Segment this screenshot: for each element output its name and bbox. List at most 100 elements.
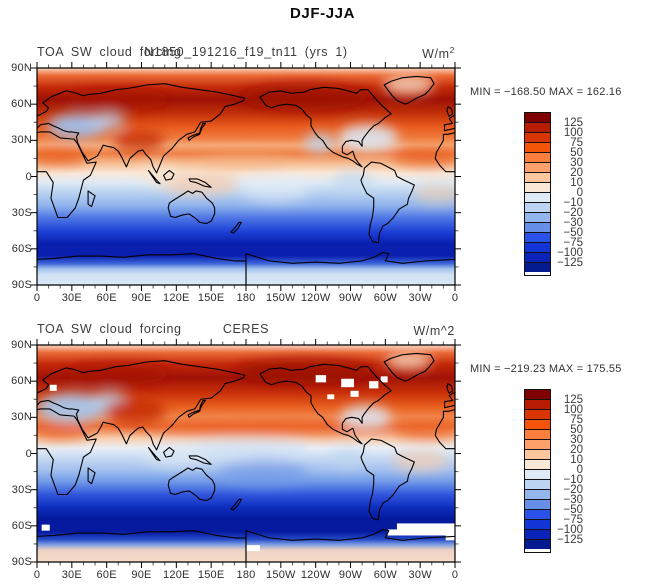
panel-units-label: W/m2: [422, 45, 455, 61]
colorbar-tick-label: 20: [570, 167, 583, 179]
colorbar-tick-label: 30: [570, 157, 583, 169]
colorbar-cell: [525, 193, 550, 203]
colorbar-tick-label: 75: [570, 414, 583, 426]
y-axis-label: 30N: [11, 134, 32, 147]
x-axis-label: 150W: [266, 292, 296, 304]
colorbar-tick-label: 125: [563, 117, 583, 129]
colorbar-cell: [525, 253, 550, 263]
colorbar-tick-label: 100: [563, 404, 583, 416]
panel-units-label: W/m^2: [413, 322, 455, 338]
colorbar-cell: [525, 173, 550, 183]
colorbar-cell: [525, 450, 550, 460]
x-axis-label: 30W: [408, 292, 432, 304]
y-axis-labels: 90N 60N 30N 0 30S 60S 90S: [4, 62, 32, 291]
x-axis-label: 90E: [131, 569, 152, 581]
colorbar-tick-label: −30: [563, 494, 583, 506]
colorbar-cell: [525, 183, 550, 193]
x-axis-label: 120W: [300, 569, 331, 581]
field-anomaly-blobs: [37, 75, 456, 204]
x-axis-label: 180: [236, 569, 256, 581]
x-axis-label: 60E: [96, 569, 117, 581]
x-axis-label: 150E: [197, 292, 225, 304]
map-plot-ceres: [37, 345, 455, 562]
colorbar-cell: [525, 470, 550, 480]
colorbar-cell: [525, 530, 550, 540]
x-axis-label: 120W: [300, 292, 331, 304]
x-axis-labels: 0 30E 60E 90E 120E 150E 180 150W 120W 90W 60W 30W 0: [34, 292, 458, 305]
missing-data-patch: [445, 535, 455, 541]
x-axis-label: 60W: [373, 292, 397, 304]
colorbar-cell: [525, 520, 550, 530]
world-map-svg: [37, 68, 455, 285]
colorbar-tick-label: −10: [563, 474, 583, 486]
panel-title-center: N1850_191216_f19_tn11 (yrs 1): [144, 45, 348, 59]
colorbar-cell: [525, 213, 550, 223]
page-title: DJF-JJA: [289, 5, 356, 22]
y-axis-label: 60S: [11, 519, 32, 532]
colorbar-cell: [525, 500, 550, 510]
colorbar-tick-label: 0: [576, 464, 583, 476]
colorbar-tick-label: −75: [563, 514, 583, 526]
y-axis-label: 60N: [11, 375, 32, 388]
x-axis-label: 60E: [96, 292, 117, 304]
colorbar: [524, 389, 551, 553]
colorbar-tick-label: 100: [563, 127, 583, 139]
colorbar-tick-label: −125: [557, 257, 583, 269]
missing-data-patch: [341, 378, 354, 388]
colorbar-cell: [525, 480, 550, 490]
panel-ceres: TOA SW cloud forcing CERES W/m^2 90N 60N 3…: [0, 317, 645, 586]
y-axis-label: 30S: [11, 206, 32, 219]
x-axis-label: 90E: [131, 292, 152, 304]
colorbar-tick-label: −100: [557, 247, 583, 259]
y-axis-label: 90S: [11, 279, 32, 291]
colorbar-cell: [525, 460, 550, 470]
colorbar-tick-label: −50: [563, 504, 583, 516]
colorbar-tick-label: 10: [570, 454, 583, 466]
x-axis-label: 150E: [197, 569, 225, 581]
x-axis-label: 90W: [338, 569, 363, 581]
x-axis-label: 150W: [266, 569, 296, 581]
missing-data-patch: [315, 375, 327, 383]
missing-data-patch: [41, 524, 50, 531]
missing-data-patch: [369, 381, 379, 389]
colorbar-tick-label: 0: [576, 187, 583, 199]
minmax-readout: MIN = −219.23 MAX = 175.55: [470, 363, 622, 375]
y-axis-label: 30S: [11, 483, 32, 496]
colorbar-cell: [525, 123, 550, 133]
colorbar-tick-label: 20: [570, 444, 583, 456]
panel-title-center: CERES: [222, 322, 270, 336]
units-base: W/m: [422, 47, 450, 62]
colorbar-tick-label: −100: [557, 524, 583, 536]
x-axis-label: 120E: [163, 292, 190, 304]
panel-model: TOA SW cloud forcing N1850_191216_f19_tn…: [0, 40, 645, 310]
panel-model-titlebar: TOA SW cloud forcing N1850_191216_f19_tn…: [37, 45, 455, 61]
world-map-svg: [37, 345, 455, 562]
missing-data: [41, 375, 455, 552]
y-axis-label: 30N: [11, 411, 32, 424]
colorbar-cell: [525, 390, 550, 400]
colorbar-cell: [525, 263, 550, 272]
colorbar-tick-label: −20: [563, 207, 583, 219]
colorbar-cell: [525, 400, 550, 410]
missing-data-patch: [380, 376, 388, 383]
colorbar-cell: [525, 510, 550, 520]
colorbar-tick-label: 30: [570, 434, 583, 446]
colorbar-cell: [525, 410, 550, 420]
x-axis-label: 0: [451, 292, 459, 304]
colorbar-tick-label: 75: [570, 137, 583, 149]
colorbar-cell: [525, 133, 550, 143]
map-plot-model: [37, 68, 455, 285]
colorbar-tick-label: −30: [563, 217, 583, 229]
plot-border: [37, 68, 455, 285]
field-anomaly-blobs: [37, 352, 456, 487]
colorbar-cell: [525, 430, 550, 440]
y-axis-label: 90S: [11, 556, 32, 568]
y-axis-label: 90N: [11, 62, 32, 74]
panel-title-left: TOA SW cloud forcing: [37, 322, 182, 336]
units-base: W/m^2: [413, 324, 455, 339]
x-axis-label: 30W: [408, 569, 432, 581]
colorbar-cell: [525, 490, 550, 500]
missing-data-patch: [49, 384, 57, 391]
colorbar-cell: [525, 143, 550, 153]
